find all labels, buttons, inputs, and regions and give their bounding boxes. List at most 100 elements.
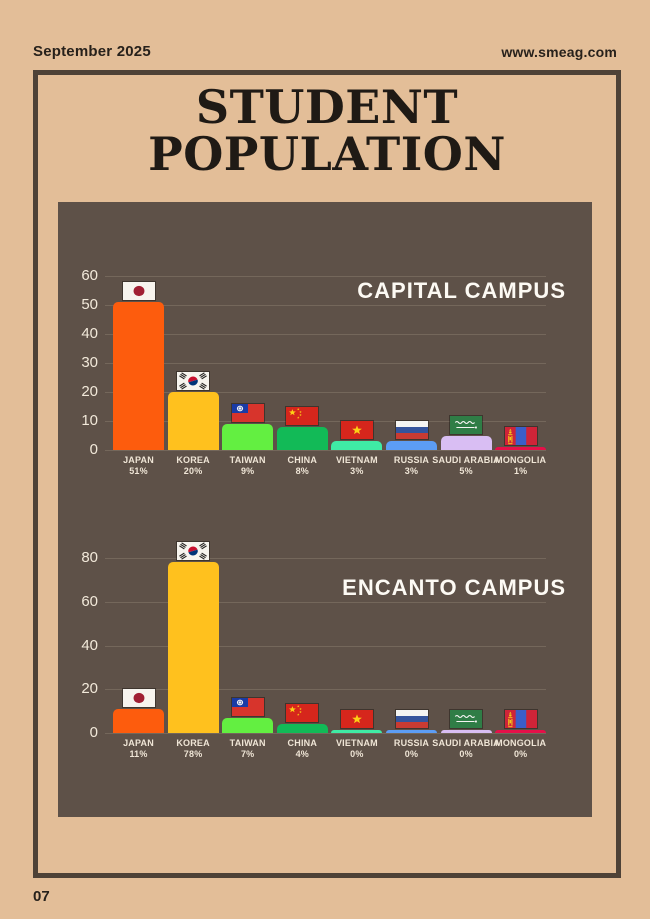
y-tick-label: 30 <box>81 354 98 371</box>
gridline <box>105 601 546 603</box>
flag-japan-icon <box>121 687 156 708</box>
y-tick-label: 20 <box>81 383 98 400</box>
y-tick-label: 60 <box>81 267 98 284</box>
flag-japan-icon <box>121 281 156 302</box>
gridline <box>105 450 546 451</box>
country-percent: 5% <box>459 466 473 476</box>
gridline <box>105 392 546 393</box>
chart-title-encanto-campus: ENCANTO CAMPUS <box>342 575 566 600</box>
bar-mongolia <box>495 730 547 733</box>
flag-vietnam-icon <box>339 709 374 729</box>
country-name: KOREA <box>176 738 210 748</box>
flag-russia-icon <box>394 420 429 441</box>
country-percent: 8% <box>295 466 309 476</box>
flag-vietnam-icon <box>339 420 374 441</box>
x-label-russia: RUSSIA 3% <box>372 455 452 477</box>
poster-frame: STUDENT POPULATION CAPITAL CAMPUS ENCANT… <box>33 70 621 878</box>
bar-taiwan <box>222 717 274 733</box>
bar-japan <box>113 708 164 733</box>
x-label-vietnam: VIETNAM 0% <box>317 738 397 760</box>
country-percent: 9% <box>240 466 255 476</box>
page-title-line1: STUDENT <box>195 80 459 134</box>
gridline <box>105 421 546 422</box>
bar-japan <box>113 302 164 450</box>
bar-saudi-arabia <box>440 435 492 450</box>
gridline <box>105 689 546 691</box>
flag-taiwan-icon <box>230 696 265 717</box>
charts-panel: CAPITAL CAMPUS ENCANTO CAMPUS 0 10 20 30 40 5… <box>58 202 592 817</box>
gridline <box>105 558 546 559</box>
country-percent: 51% <box>129 466 148 476</box>
country-name: MONGOLIA <box>495 738 547 748</box>
country-percent: 3% <box>350 466 364 476</box>
page-title: STUDENT POPULATION <box>38 84 616 178</box>
x-label-korea: KOREA 20% <box>153 455 233 477</box>
bar-taiwan <box>222 423 274 450</box>
country-name: SAUDI ARABIA <box>432 455 500 465</box>
gridline <box>105 305 546 306</box>
issue-date: September 2025 <box>33 43 151 60</box>
flag-mongolia-icon <box>503 426 538 446</box>
country-name: VIETNAM <box>335 738 378 748</box>
country-percent: 0% <box>350 749 364 759</box>
x-label-vietnam: VIETNAM 3% <box>317 455 397 477</box>
x-label-saudi-arabia: SAUDI ARABIA 0% <box>426 738 506 760</box>
country-name: CHINA <box>287 738 318 748</box>
bar-mongolia <box>495 447 547 450</box>
y-tick-label: 20 <box>81 680 98 698</box>
x-label-japan: JAPAN 11% <box>99 738 179 760</box>
country-percent: 1% <box>513 466 528 476</box>
x-label-mongolia: MONGOLIA 1% <box>481 455 561 477</box>
flag-saudi-arabia-icon <box>449 709 484 729</box>
country-percent: 11% <box>129 749 148 759</box>
flag-taiwan-icon <box>230 402 265 423</box>
flag-korea-icon <box>176 541 211 562</box>
x-label-china: CHINA 4% <box>262 738 342 760</box>
bar-saudi-arabia <box>440 730 492 733</box>
x-label-mongolia: MONGOLIA 0% <box>481 738 561 760</box>
x-label-taiwan: TAIWAN 7% <box>208 738 288 760</box>
country-name: RUSSIA <box>393 455 430 465</box>
country-percent: 0% <box>459 749 473 759</box>
x-label-taiwan: TAIWAN 9% <box>208 455 288 477</box>
gridline <box>105 645 546 647</box>
country-name: TAIWAN <box>229 455 266 465</box>
y-tick-label: 60 <box>81 592 98 610</box>
y-tick-label: 0 <box>89 441 98 458</box>
bar-vietnam <box>331 730 383 733</box>
flag-mongolia-icon <box>503 709 538 729</box>
page-number: 07 <box>33 888 50 905</box>
bar-korea <box>167 392 219 450</box>
y-tick-label: 40 <box>81 325 98 342</box>
country-percent: 78% <box>183 749 203 759</box>
country-name: KOREA <box>176 455 210 465</box>
country-percent: 7% <box>240 749 255 759</box>
gridline <box>105 733 546 734</box>
chart-title-capital-campus: CAPITAL CAMPUS <box>357 278 566 303</box>
gridline <box>105 334 546 335</box>
x-label-japan: JAPAN 51% <box>99 455 179 477</box>
country-percent: 0% <box>513 749 528 759</box>
flag-saudi-arabia-icon <box>449 414 484 435</box>
flag-china-icon <box>285 405 320 426</box>
country-percent: 4% <box>295 749 309 759</box>
bar-vietnam <box>331 441 383 450</box>
country-name: JAPAN <box>123 738 154 748</box>
bar-russia <box>386 441 437 450</box>
gridline <box>105 276 546 277</box>
bar-russia <box>386 730 437 733</box>
country-name: CHINA <box>287 455 318 465</box>
x-label-saudi-arabia: SAUDI ARABIA 5% <box>426 455 506 477</box>
country-percent: 0% <box>404 749 419 759</box>
website-url: www.smeag.com <box>501 44 617 60</box>
x-label-korea: KOREA 78% <box>153 738 233 760</box>
flag-russia-icon <box>394 709 429 729</box>
country-name: SAUDI ARABIA <box>432 738 500 748</box>
bar-korea <box>167 562 219 733</box>
y-tick-label: 10 <box>81 412 98 429</box>
country-percent: 20% <box>183 466 203 476</box>
gridline <box>105 363 546 364</box>
page-title-line2: POPULATION <box>148 127 506 181</box>
country-name: RUSSIA <box>393 738 430 748</box>
flag-china-icon <box>285 703 320 724</box>
